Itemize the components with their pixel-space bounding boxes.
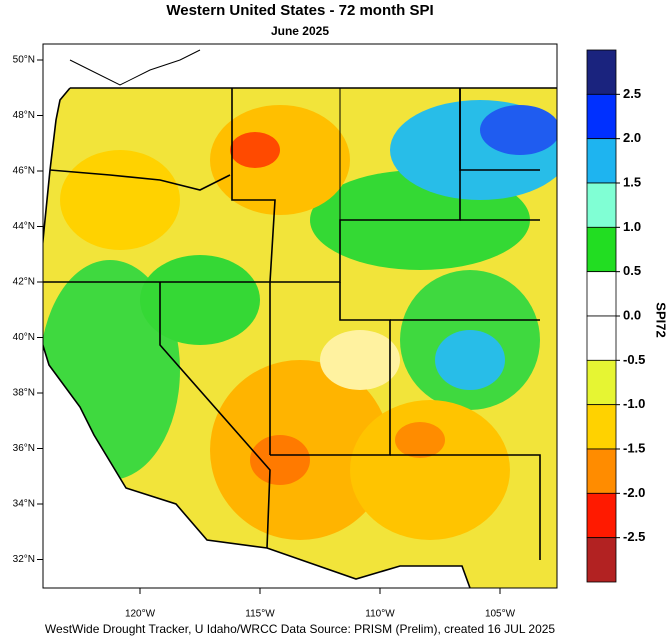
lat-label: 42°N bbox=[13, 277, 35, 288]
colorbar-label: -2.5 bbox=[623, 529, 645, 544]
colorbar-label: -2.0 bbox=[623, 485, 645, 500]
colorbar-bin bbox=[586, 492, 617, 539]
colorbar-title: SPI72 bbox=[654, 302, 669, 337]
colorbar-bin bbox=[586, 49, 617, 95]
lat-label: 50°N bbox=[13, 55, 35, 66]
lon-label: 110°W bbox=[365, 609, 395, 620]
lat-label: 32°N bbox=[13, 554, 35, 565]
title: Western United States - 72 month SPI bbox=[166, 2, 433, 19]
colorbar-bin bbox=[586, 359, 617, 406]
lat-label: 38°N bbox=[13, 388, 35, 399]
colorbar-bin bbox=[586, 138, 617, 184]
colorbar-label: -0.5 bbox=[623, 352, 645, 367]
footer: WestWide Drought Tracker, U Idaho/WRCC D… bbox=[45, 622, 556, 636]
map bbox=[43, 49, 557, 588]
lat-label: 48°N bbox=[13, 110, 35, 121]
colorbar-label: 1.0 bbox=[623, 219, 641, 234]
lon-label: 115°W bbox=[245, 609, 275, 620]
colorbar-bin bbox=[586, 404, 617, 450]
lat-label: 36°N bbox=[13, 443, 35, 454]
lat-label: 46°N bbox=[13, 166, 35, 177]
lon-label: 105°W bbox=[485, 609, 516, 620]
colorbar-label: -1.0 bbox=[623, 396, 645, 411]
colorbar-label: 1.5 bbox=[623, 174, 641, 189]
lat-label: 34°N bbox=[13, 499, 35, 510]
subtitle: June 2025 bbox=[271, 24, 329, 38]
colorbar-bin bbox=[586, 315, 617, 361]
colorbar-bin bbox=[586, 448, 617, 494]
map-frame bbox=[42, 43, 558, 589]
colorbar-label: 0.5 bbox=[623, 263, 641, 278]
lon-label: 120°W bbox=[125, 609, 156, 620]
lat-label: 40°N bbox=[13, 332, 35, 343]
colorbar-label: 2.5 bbox=[623, 86, 641, 101]
colorbar-bin bbox=[586, 271, 617, 317]
colorbar-label: 0.0 bbox=[623, 307, 641, 322]
colorbar-bin bbox=[586, 93, 617, 140]
colorbar-label: 2.0 bbox=[623, 130, 641, 145]
colorbar-bin bbox=[586, 537, 617, 583]
colorbar-bin bbox=[586, 226, 617, 273]
colorbar-bin bbox=[586, 182, 617, 228]
colorbar-label: -1.5 bbox=[623, 440, 645, 455]
lat-label: 44°N bbox=[13, 221, 35, 232]
